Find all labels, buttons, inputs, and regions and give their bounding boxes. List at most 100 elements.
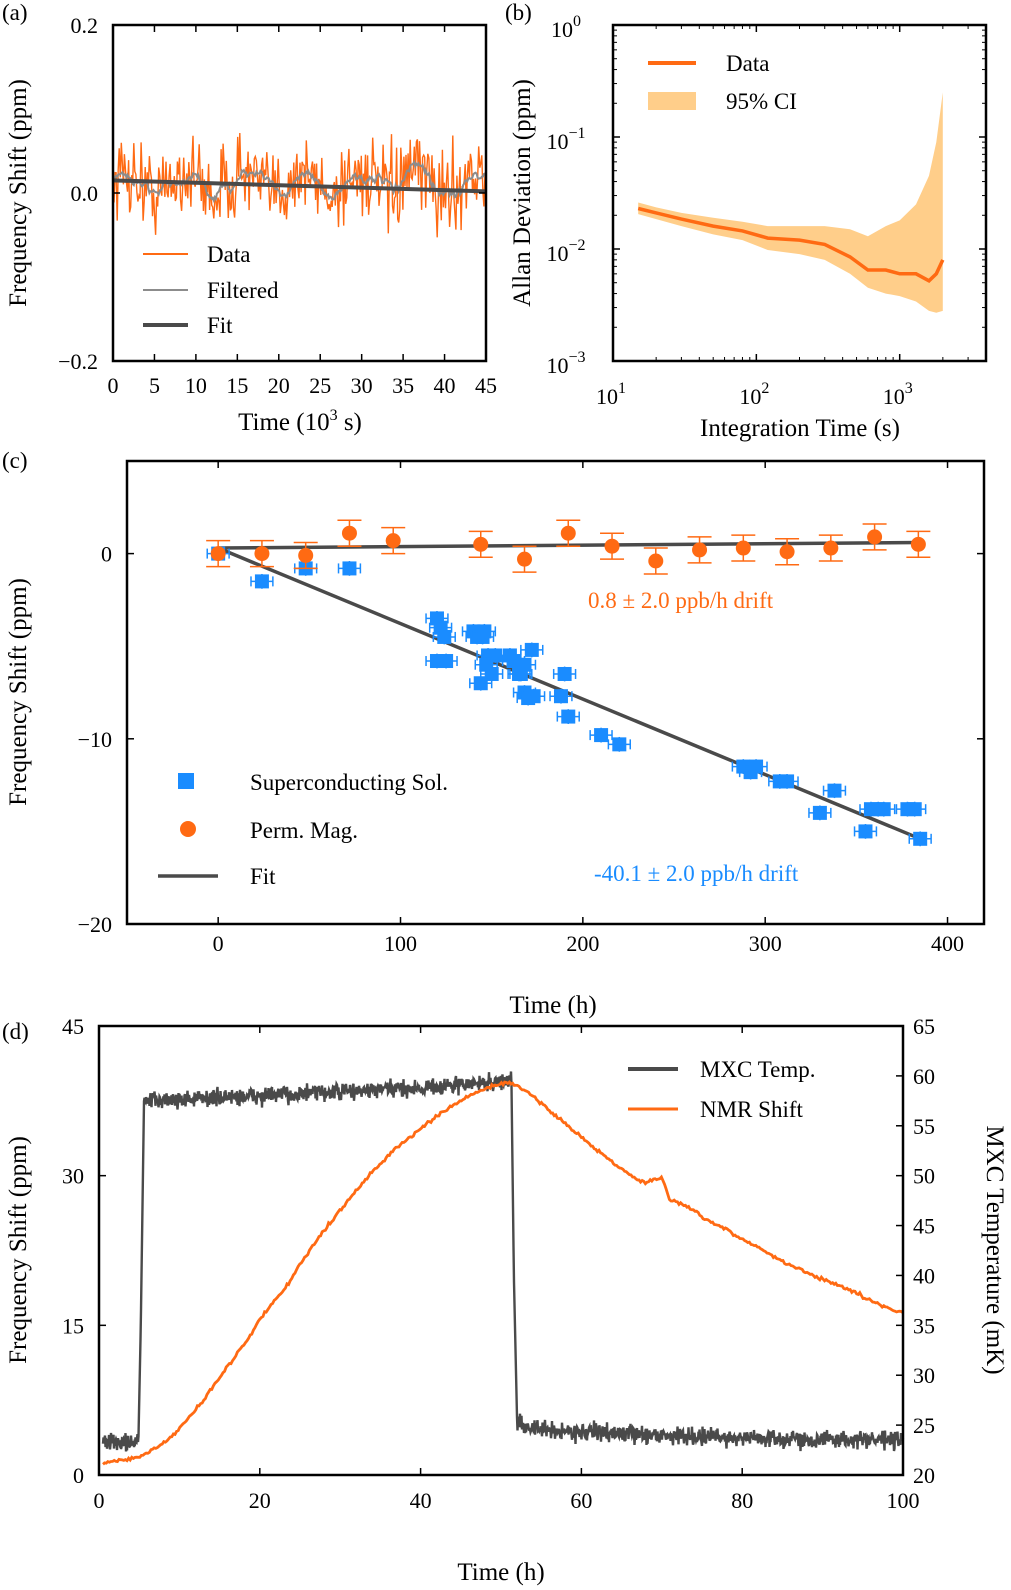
sc-point xyxy=(520,642,544,658)
pm-marker xyxy=(823,540,839,556)
y2-tick-label-d-35: 35 xyxy=(913,1313,935,1338)
sc-marker xyxy=(913,831,928,846)
y2-tick-label-d-25: 25 xyxy=(913,1413,935,1438)
pm-point xyxy=(468,530,493,559)
sc-point xyxy=(472,623,497,639)
x-tick-b-exp: 1 xyxy=(618,380,626,397)
x-tick-label-b: 102 xyxy=(739,380,769,409)
pm-point xyxy=(206,539,231,568)
sc-marker xyxy=(907,802,922,817)
y2-tick-label-d-30: 30 xyxy=(913,1363,935,1388)
legend-ci-label: 95% CI xyxy=(726,89,797,114)
sc-marker xyxy=(749,759,764,774)
panel-c-xlabel: Time (h) xyxy=(509,992,596,1019)
x-tick-label-d-0: 0 xyxy=(94,1488,105,1513)
y-tick-label-d-30: 30 xyxy=(62,1164,84,1189)
x-tick-label-a-10: 10 xyxy=(185,373,207,398)
series-fit-line-sc xyxy=(217,546,921,841)
y-tick-b-exp: −2 xyxy=(568,237,585,254)
legend-sc-marker xyxy=(178,773,194,789)
series-allan-line xyxy=(637,206,945,283)
sc-marker xyxy=(473,676,488,691)
legend-ci-swatch xyxy=(648,92,696,110)
sc-marker xyxy=(254,574,269,589)
sc-marker xyxy=(524,642,539,657)
x-tick-label-a-25: 25 xyxy=(309,373,331,398)
pm-marker xyxy=(385,533,401,549)
y2-tick-label-d-55: 55 xyxy=(913,1114,935,1139)
y-tick-b-base: 10 xyxy=(546,129,568,154)
x-tick-label-d-100: 100 xyxy=(887,1488,920,1513)
panel-b-legend: Data 95% CI xyxy=(648,51,797,114)
y-tick-label-a: 0.2 xyxy=(71,13,99,38)
x-tick-b-base: 10 xyxy=(883,384,905,409)
panel-a-ylabel: Frequency Shift (ppm) xyxy=(5,79,32,307)
pm-point xyxy=(512,545,537,573)
sc-marker xyxy=(594,728,609,743)
sc-marker xyxy=(561,709,576,724)
panel-d-ticks: 0 20 40 60 80 100 0 15 30 45 20 25 30 35 40 45 50 55 60 65 xyxy=(62,1014,935,1513)
panel-a: (a) 0 5 10 15 20 25 30 35 40 45 0.2 0.0 −0.2 Data Fi… xyxy=(2,0,497,436)
y-tick-b-exp: −1 xyxy=(568,125,585,142)
pm-point xyxy=(818,534,843,562)
sc-point xyxy=(808,805,832,821)
panel-c-frame xyxy=(125,459,986,926)
pm-marker xyxy=(210,546,226,562)
pm-marker xyxy=(254,546,270,562)
sc-marker xyxy=(526,689,541,704)
pm-marker xyxy=(560,525,576,541)
y-tick-label-a: 0.0 xyxy=(71,181,99,206)
pm-marker xyxy=(473,536,489,552)
panel-b-label: (b) xyxy=(505,0,532,25)
x-tick-b-base: 10 xyxy=(596,384,618,409)
y2-tick-label-d-40: 40 xyxy=(913,1263,935,1288)
annotation-perm-drift: 0.8 ± 2.0 ppb/h drift xyxy=(588,588,774,613)
pm-point xyxy=(775,538,800,566)
y-tick-label-c: −10 xyxy=(78,727,112,752)
series-ci-band xyxy=(638,92,943,313)
panel-b-ylabel: Allan Deviation (ppm) xyxy=(509,79,536,307)
x-tick-b-exp: 2 xyxy=(761,380,769,397)
sc-marker xyxy=(612,737,627,752)
panel-b-xlabel: Integration Time (s) xyxy=(700,415,900,442)
legend-allan-data-label: Data xyxy=(726,51,769,76)
sc-point xyxy=(549,688,573,704)
x-tick-label-c-100: 100 xyxy=(384,931,417,956)
x-tick-label-c-400: 400 xyxy=(931,931,964,956)
pm-marker xyxy=(341,525,357,541)
y-tick-label-c: 0 xyxy=(101,542,112,567)
y-tick-label-d-15: 15 xyxy=(62,1313,84,1338)
y-tick-label-b: 10−1 xyxy=(546,125,585,154)
pm-point xyxy=(381,526,406,555)
pm-marker xyxy=(910,536,926,552)
pm-marker xyxy=(298,547,314,563)
pm-point xyxy=(293,541,318,570)
pm-point xyxy=(643,547,668,575)
sc-marker xyxy=(342,561,357,576)
legend-pm-label: Perm. Mag. xyxy=(250,818,358,843)
pm-point xyxy=(862,523,887,551)
sc-marker xyxy=(553,689,568,704)
sc-marker xyxy=(557,666,572,681)
sc-point xyxy=(775,773,799,789)
panel-d: (d) 0 20 40 60 80 100 0 15 30 45 20 25 30 35 40 45 50 55 6… xyxy=(2,1014,1008,1586)
panel-a-label: (a) xyxy=(2,0,28,25)
panel-a-plot-area xyxy=(112,132,487,238)
sc-marker xyxy=(780,774,795,789)
sc-point xyxy=(872,801,896,817)
sc-marker xyxy=(858,824,873,839)
pm-marker xyxy=(692,542,708,558)
panel-d-y2label: MXC Temperature (mK) xyxy=(981,1125,1008,1374)
sc-point xyxy=(853,823,878,839)
sc-point xyxy=(589,727,613,743)
x-tick-label-d-40: 40 xyxy=(410,1488,432,1513)
panel-c-legend: Superconducting Sol. Perm. Mag. Fit xyxy=(158,770,448,889)
panel-a-xlabel: Time (103 s) xyxy=(238,407,362,436)
x-tick-label-a-35: 35 xyxy=(392,373,414,398)
sc-point xyxy=(434,653,458,669)
panel-c-ticks: 0 100 200 300 400 0 −10 −20 xyxy=(78,461,984,956)
pm-point xyxy=(556,519,581,547)
y-tick-label-b: 10−3 xyxy=(546,349,585,378)
x-tick-label-c-200: 200 xyxy=(566,931,599,956)
pm-point xyxy=(687,536,712,564)
